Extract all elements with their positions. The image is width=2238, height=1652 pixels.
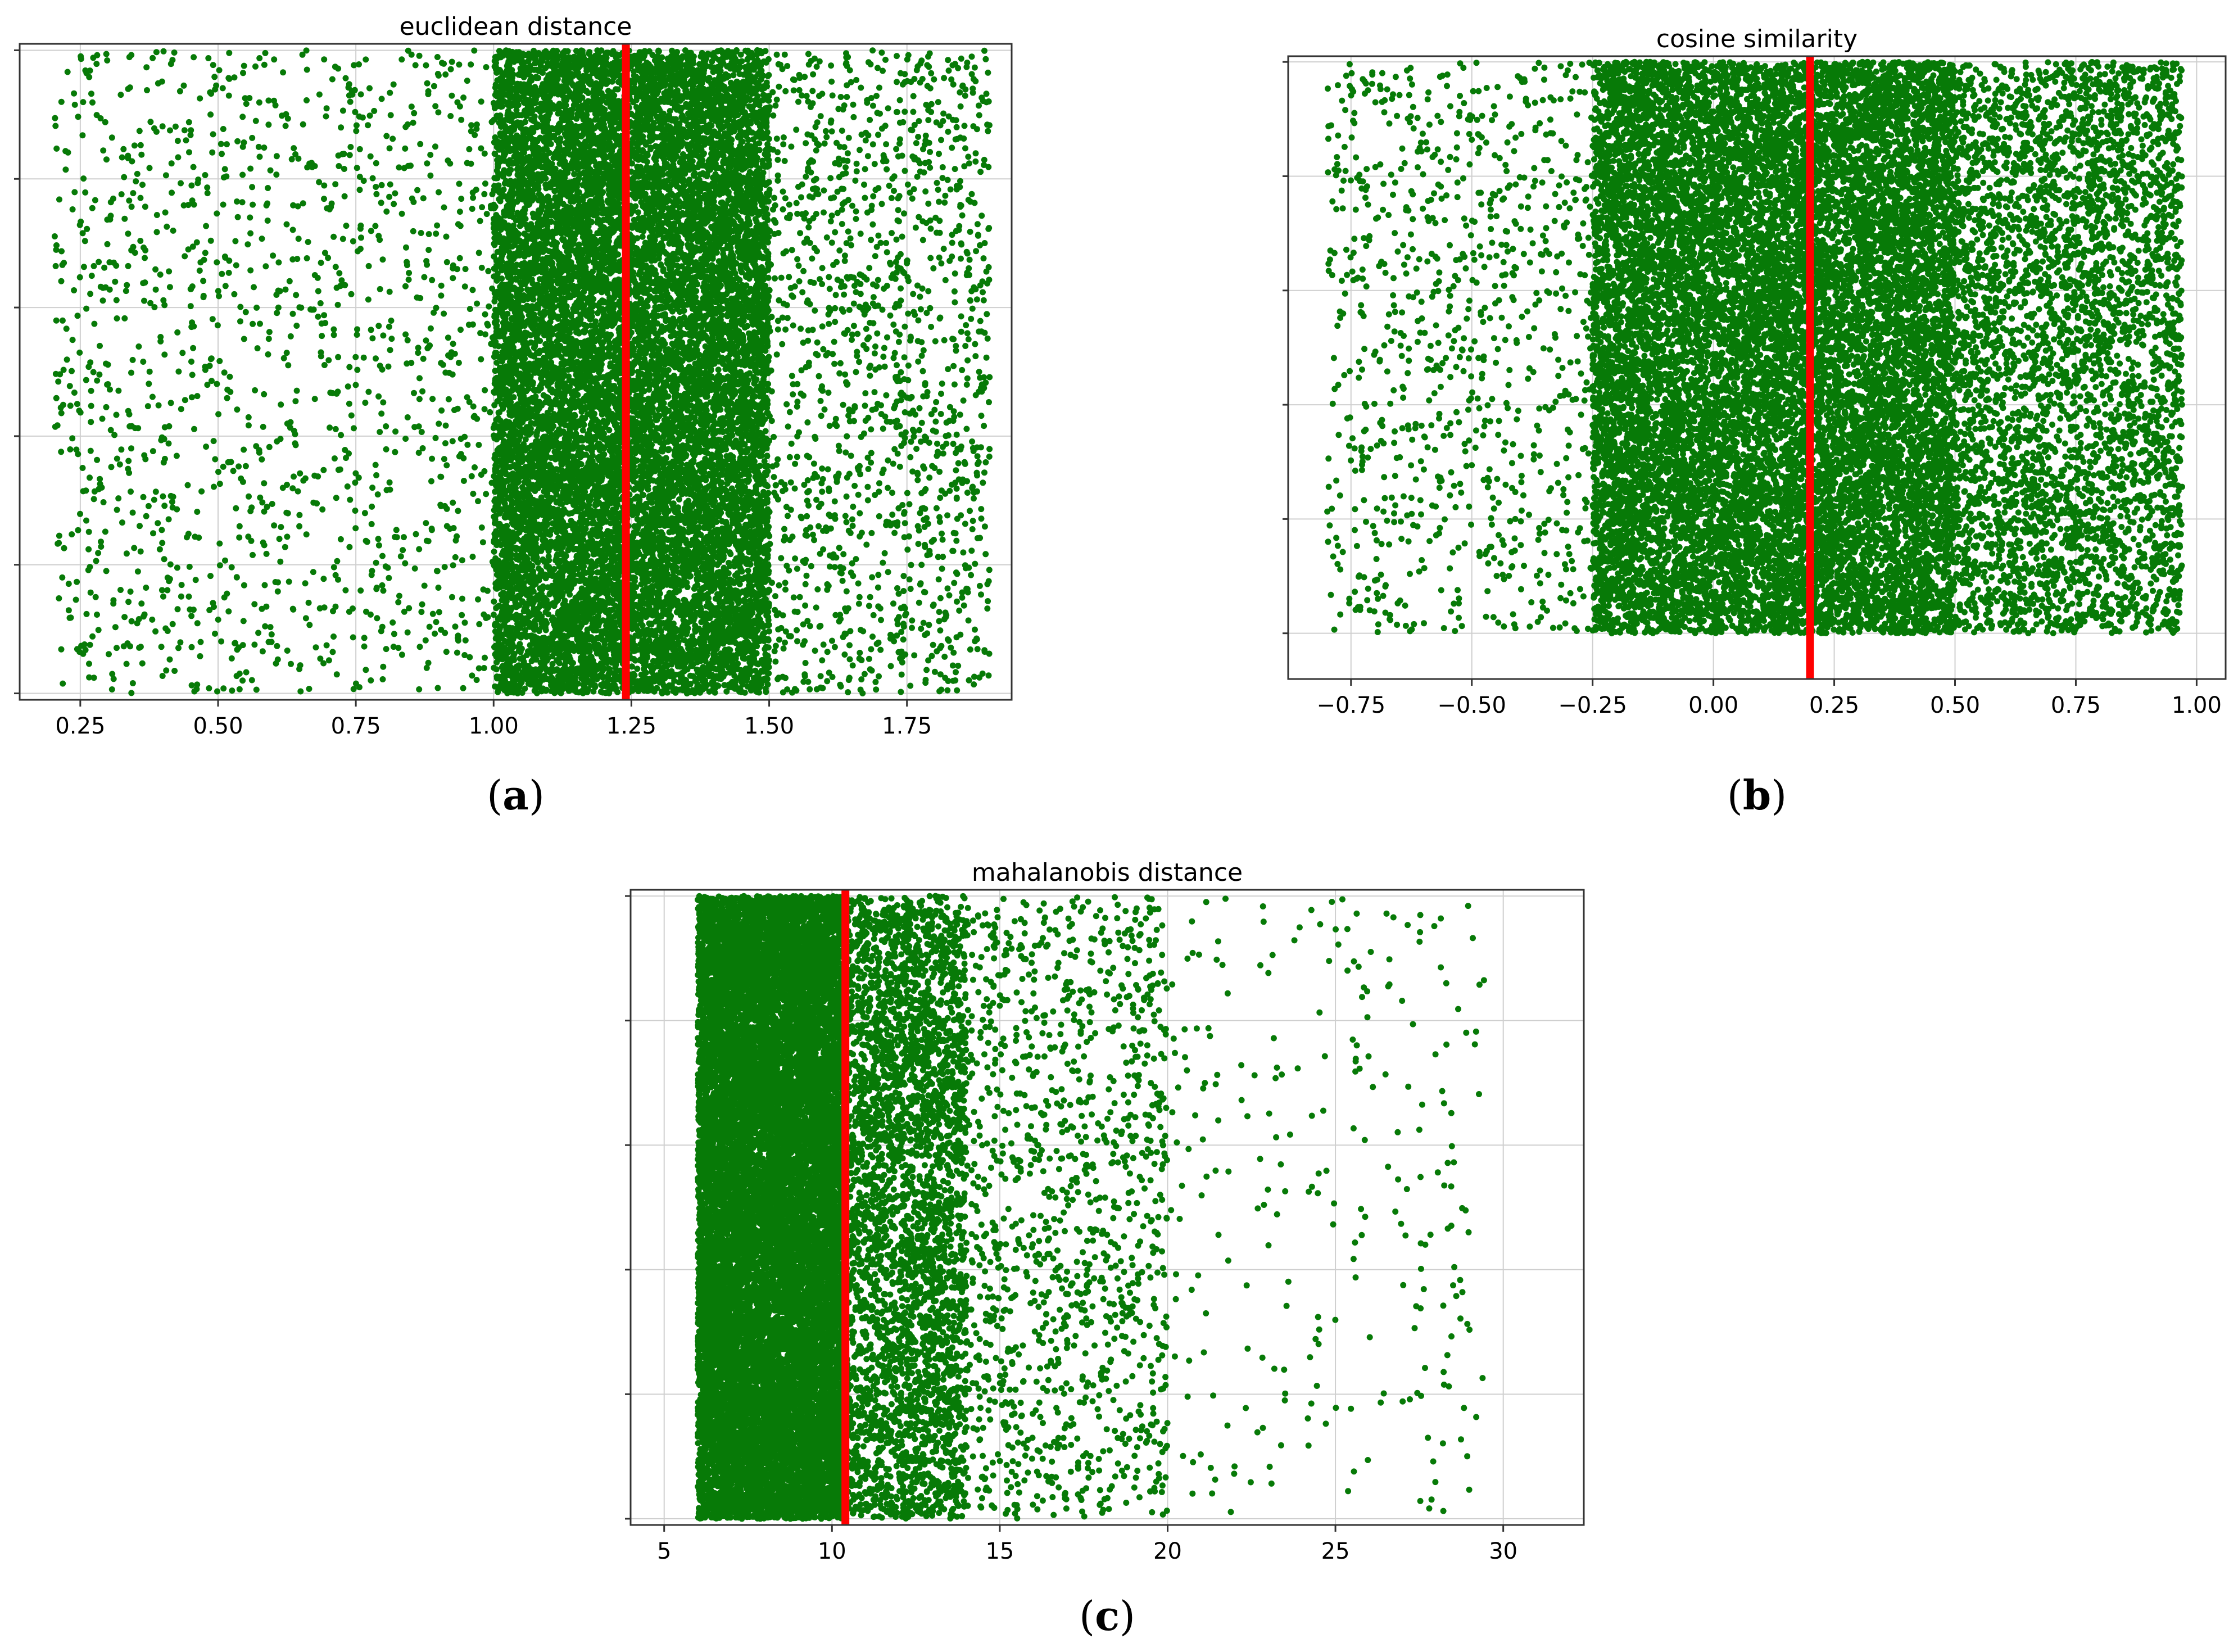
chart-title: mahalanobis distance (972, 858, 1243, 887)
x-tick-label: 1.25 (606, 713, 656, 739)
chart-title: cosine similarity (1656, 25, 1858, 53)
x-tick-label: 0.25 (55, 713, 105, 739)
scatter-points (51, 47, 993, 696)
scatter-points (695, 893, 1487, 1522)
chart-panel-b: −0.75 −0.50 −0.25 0.00 0.25 0.50 0.75 1.00 cosi… (1283, 25, 2227, 819)
x-tick-label: 1.50 (744, 713, 794, 739)
scatter-point-cloud (1324, 58, 2185, 637)
plot-frame (1287, 55, 2227, 680)
x-tick-label: 1.75 (882, 713, 932, 739)
x-tick-label: 0.75 (331, 713, 381, 739)
x-tick-label: 0.50 (193, 713, 243, 739)
x-tick-label: 30 (1489, 1538, 1517, 1564)
plot-frame (19, 43, 1013, 701)
x-tick-label: 5 (657, 1538, 671, 1564)
scatter-points (1324, 58, 2185, 637)
plot-frame (629, 889, 1585, 1526)
axis-ticks: −0.75 −0.50 −0.25 0.00 0.25 0.50 0.75 1.00 (1283, 61, 2222, 718)
x-tick-label: 1.00 (469, 713, 519, 739)
x-tick-label: −0.50 (1437, 693, 1506, 718)
axis-ticks: 5 10 15 20 25 30 (625, 895, 1517, 1564)
x-tick-label: 0.00 (1688, 693, 1738, 718)
x-tick-label: −0.75 (1316, 693, 1385, 718)
chart-panel-a: 0.25 0.50 0.75 1.00 1.25 1.50 1.75 euclidean d… (14, 12, 1013, 819)
panel-label: (b) (1727, 771, 1787, 819)
x-tick-label: 20 (1153, 1538, 1182, 1564)
x-tick-label: 15 (985, 1538, 1014, 1564)
panel-label: (a) (487, 771, 545, 819)
scatter-point-cloud (695, 893, 1487, 1522)
axis-ticks: 0.25 0.50 0.75 1.00 1.25 1.50 1.75 (14, 49, 932, 739)
x-tick-label: 10 (818, 1538, 846, 1564)
x-tick-label: 0.75 (2051, 693, 2101, 718)
chart-title: euclidean distance (400, 12, 632, 41)
x-tick-label: 1.00 (2172, 693, 2222, 718)
x-tick-label: 25 (1321, 1538, 1350, 1564)
x-tick-label: −0.25 (1558, 693, 1627, 718)
chart-panel-c: 5 10 15 20 25 30 mahalanobis distance (c) (625, 858, 1585, 1640)
panel-label: (c) (1079, 1592, 1135, 1640)
x-tick-label: 0.50 (1930, 693, 1980, 718)
scatter-point-cloud (51, 47, 993, 696)
x-tick-label: 0.25 (1809, 693, 1859, 718)
